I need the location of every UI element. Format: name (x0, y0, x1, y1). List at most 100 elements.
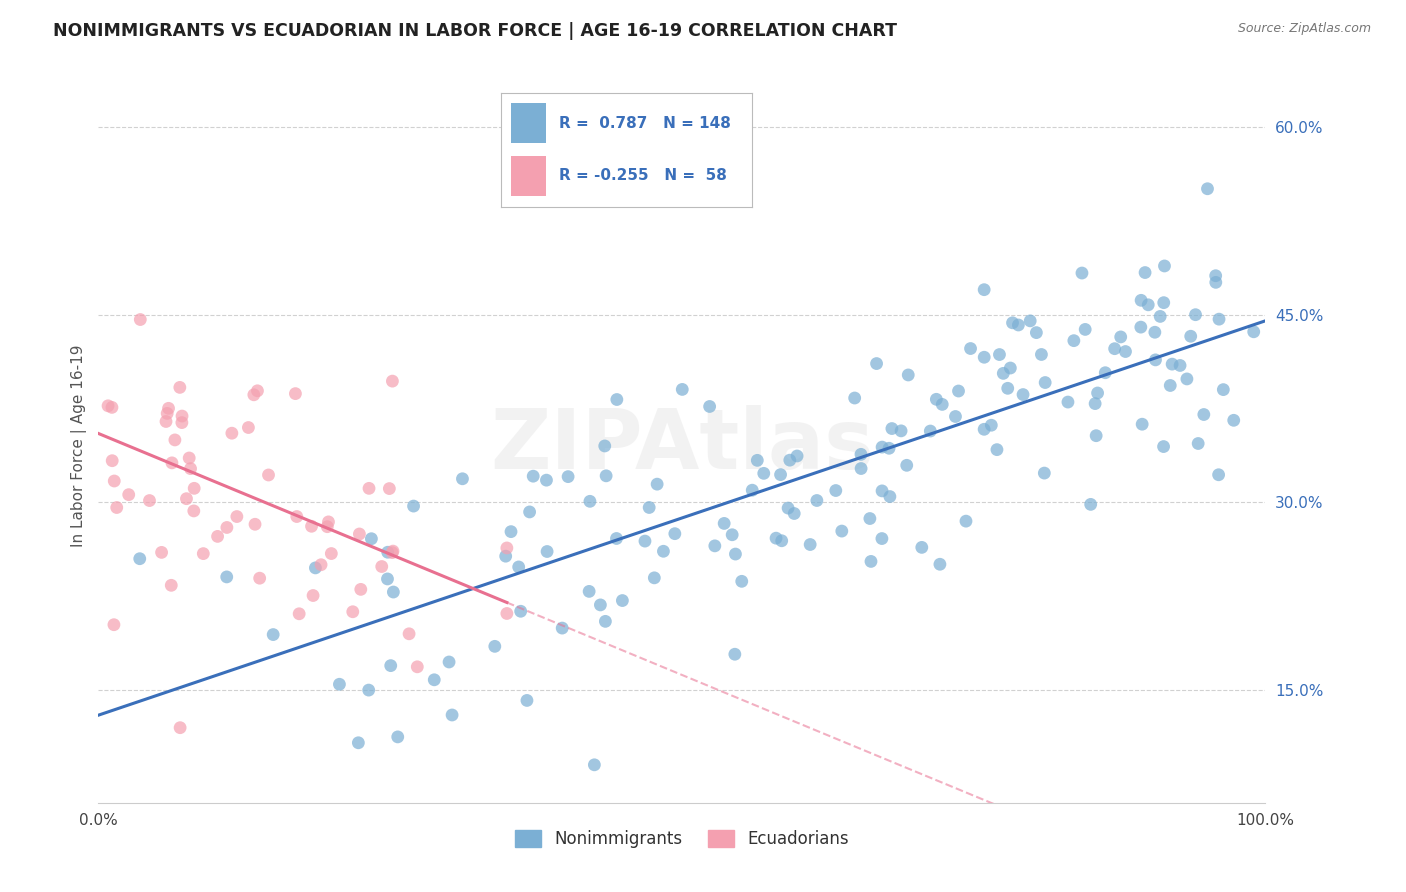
Point (238, 420, 260, 434)
Point (645, 477, 668, 491)
Point (890, 424, 912, 438)
Point (844, 391, 866, 405)
Point (724, 547, 747, 561)
Point (595, 615, 617, 629)
Point (752, 467, 775, 481)
Point (1080, 497, 1102, 511)
Point (451, 472, 474, 486)
Point (1205, 276, 1227, 290)
Point (349, 527, 371, 541)
Point (1007, 318, 1029, 332)
Point (973, 422, 995, 436)
Point (849, 447, 872, 461)
Point (664, 526, 686, 541)
Point (1094, 366, 1116, 380)
Point (557, 469, 579, 483)
Point (593, 439, 616, 453)
Point (1161, 357, 1184, 371)
Point (652, 544, 675, 558)
Point (911, 541, 934, 555)
Point (1212, 383, 1234, 397)
Point (381, 374, 404, 388)
Point (1000, 361, 1022, 376)
Point (945, 409, 967, 424)
Point (1243, 325, 1265, 339)
Point (1175, 372, 1198, 386)
Point (1031, 347, 1053, 361)
Point (1019, 314, 1042, 328)
Point (1180, 329, 1202, 343)
Point (371, 559, 394, 574)
Point (321, 547, 343, 561)
Point (160, 578, 183, 592)
Point (1208, 467, 1230, 482)
Point (316, 519, 339, 533)
Point (101, 453, 124, 467)
Point (973, 351, 995, 365)
Text: NONIMMIGRANTS VS ECUADORIAN IN LABOR FORCE | AGE 16-19 CORRELATION CHART: NONIMMIGRANTS VS ECUADORIAN IN LABOR FOR… (53, 22, 897, 40)
Point (536, 544, 558, 558)
Point (301, 519, 323, 533)
Legend: Nonimmigrants, Ecuadorians: Nonimmigrants, Ecuadorians (508, 823, 856, 855)
Point (606, 392, 628, 407)
Point (156, 406, 179, 420)
Point (931, 397, 953, 411)
Point (643, 571, 665, 585)
Point (1133, 266, 1156, 280)
Point (699, 400, 721, 414)
Point (496, 607, 519, 621)
Point (1197, 182, 1219, 196)
Point (806, 493, 828, 508)
Point (1159, 378, 1181, 392)
Point (328, 677, 350, 691)
Point (831, 524, 853, 538)
Point (1149, 310, 1171, 324)
Point (302, 589, 325, 603)
Point (1087, 386, 1109, 401)
Point (150, 545, 173, 559)
Point (180, 461, 202, 475)
Point (1153, 295, 1175, 310)
Point (176, 491, 198, 506)
Point (1057, 395, 1080, 409)
Point (243, 388, 266, 402)
Point (859, 554, 882, 568)
Point (129, 312, 152, 326)
Point (579, 494, 602, 508)
Point (1143, 325, 1166, 339)
Point (170, 416, 193, 430)
Point (1208, 312, 1230, 326)
Point (1137, 298, 1160, 312)
Point (382, 585, 405, 599)
Point (183, 504, 205, 518)
Point (671, 383, 693, 397)
Point (509, 604, 531, 618)
Point (724, 647, 747, 661)
Point (285, 509, 308, 524)
Point (97, 399, 120, 413)
Point (551, 621, 574, 635)
Point (703, 539, 725, 553)
Y-axis label: In Labor Force | Age 16-19: In Labor Force | Age 16-19 (72, 344, 87, 548)
Point (578, 584, 600, 599)
Point (169, 380, 191, 394)
Point (955, 514, 977, 528)
Point (583, 757, 606, 772)
Point (986, 442, 1008, 457)
Point (765, 531, 787, 545)
Point (879, 490, 901, 504)
Point (747, 453, 769, 467)
Point (207, 529, 229, 543)
Point (769, 467, 792, 482)
Point (1033, 376, 1056, 390)
Point (170, 409, 193, 423)
Point (406, 660, 429, 674)
Point (948, 384, 970, 398)
Point (357, 683, 380, 698)
Point (595, 468, 617, 483)
Point (1104, 342, 1126, 356)
Point (870, 532, 893, 546)
Point (1025, 326, 1047, 340)
Point (103, 474, 125, 488)
Point (1001, 316, 1024, 330)
